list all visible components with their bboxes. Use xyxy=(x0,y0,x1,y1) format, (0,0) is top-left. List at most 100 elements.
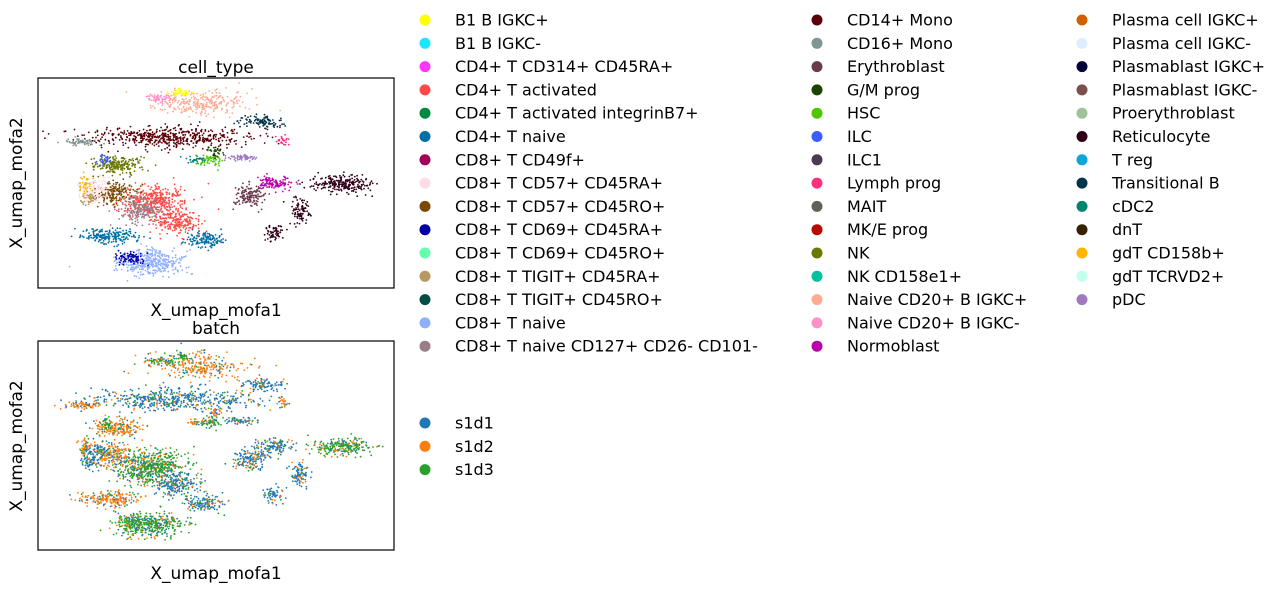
data-point xyxy=(249,199,252,202)
data-point xyxy=(281,123,283,126)
data-point xyxy=(188,405,191,408)
data-point xyxy=(174,142,177,145)
data-point xyxy=(179,141,182,144)
data-point xyxy=(301,199,304,202)
data-point xyxy=(178,103,181,106)
data-point xyxy=(100,229,103,232)
data-point xyxy=(198,350,201,353)
data-point xyxy=(154,409,157,412)
data-point xyxy=(267,230,270,233)
data-point xyxy=(123,259,126,261)
data-point xyxy=(246,92,249,95)
data-point xyxy=(85,143,88,145)
data-point xyxy=(169,225,172,228)
data-point xyxy=(223,401,226,404)
data-point xyxy=(128,230,131,233)
data-point xyxy=(174,397,177,399)
data-point xyxy=(333,175,335,178)
data-point xyxy=(279,126,281,129)
data-point xyxy=(240,159,243,161)
data-point xyxy=(87,144,90,147)
data-point xyxy=(189,249,191,251)
data-point xyxy=(212,110,215,113)
data-point xyxy=(119,261,121,264)
data-point xyxy=(183,406,186,408)
data-point xyxy=(278,119,281,122)
data-point xyxy=(86,194,89,197)
data-point xyxy=(205,230,208,233)
legend-marker xyxy=(811,317,823,329)
data-point xyxy=(261,201,264,204)
data-point xyxy=(147,200,149,203)
data-point xyxy=(307,212,310,215)
data-point xyxy=(95,195,98,198)
data-point xyxy=(116,128,119,131)
data-point xyxy=(169,361,172,363)
data-point xyxy=(330,180,333,183)
data-point xyxy=(151,252,154,254)
data-point xyxy=(215,368,218,371)
data-point xyxy=(291,205,293,208)
data-point xyxy=(109,170,111,173)
legend-item: HSC xyxy=(811,104,880,123)
data-point xyxy=(130,203,133,206)
data-point xyxy=(227,405,230,408)
data-point xyxy=(264,127,267,130)
data-point xyxy=(240,157,242,160)
data-point xyxy=(156,402,159,404)
data-point xyxy=(133,138,136,141)
data-point xyxy=(115,256,117,258)
data-point xyxy=(110,201,112,203)
data-point xyxy=(151,261,154,264)
data-point xyxy=(266,128,269,131)
data-point xyxy=(185,157,188,160)
data-point xyxy=(127,257,130,259)
data-point xyxy=(201,147,204,150)
data-point xyxy=(251,155,253,158)
data-point xyxy=(96,187,99,190)
data-point xyxy=(245,404,248,407)
data-point xyxy=(98,235,100,237)
data-point xyxy=(219,400,222,402)
data-point xyxy=(315,189,317,192)
data-point xyxy=(117,237,120,240)
data-point xyxy=(222,241,225,244)
data-point xyxy=(342,174,345,177)
data-point xyxy=(183,200,186,203)
data-point xyxy=(121,255,124,257)
data-point xyxy=(120,259,122,262)
data-point xyxy=(137,161,140,164)
data-point xyxy=(287,138,290,141)
data-point xyxy=(122,404,124,407)
data-point xyxy=(140,271,142,273)
data-point xyxy=(121,132,124,134)
data-point xyxy=(351,182,353,185)
data-point xyxy=(188,115,191,118)
data-point xyxy=(80,405,83,407)
data-point xyxy=(115,157,118,160)
data-point xyxy=(143,134,146,137)
data-point xyxy=(167,228,170,230)
data-point xyxy=(145,202,148,204)
data-point xyxy=(329,186,332,188)
legend-item: ILC xyxy=(811,127,872,146)
data-point xyxy=(338,189,340,192)
data-point xyxy=(141,209,144,211)
data-point xyxy=(154,199,156,202)
data-point xyxy=(150,99,153,102)
data-point xyxy=(132,404,135,407)
data-point xyxy=(229,407,231,410)
data-point xyxy=(118,189,121,192)
data-point xyxy=(160,224,163,227)
data-point xyxy=(166,262,169,264)
data-point xyxy=(105,401,108,403)
data-point xyxy=(243,123,246,126)
data-point xyxy=(231,106,234,109)
data-point xyxy=(202,98,205,101)
data-point xyxy=(113,189,116,192)
data-point xyxy=(175,219,178,222)
data-point xyxy=(360,178,363,181)
data-point xyxy=(367,187,370,190)
data-point xyxy=(75,140,77,143)
data-point xyxy=(210,362,213,365)
